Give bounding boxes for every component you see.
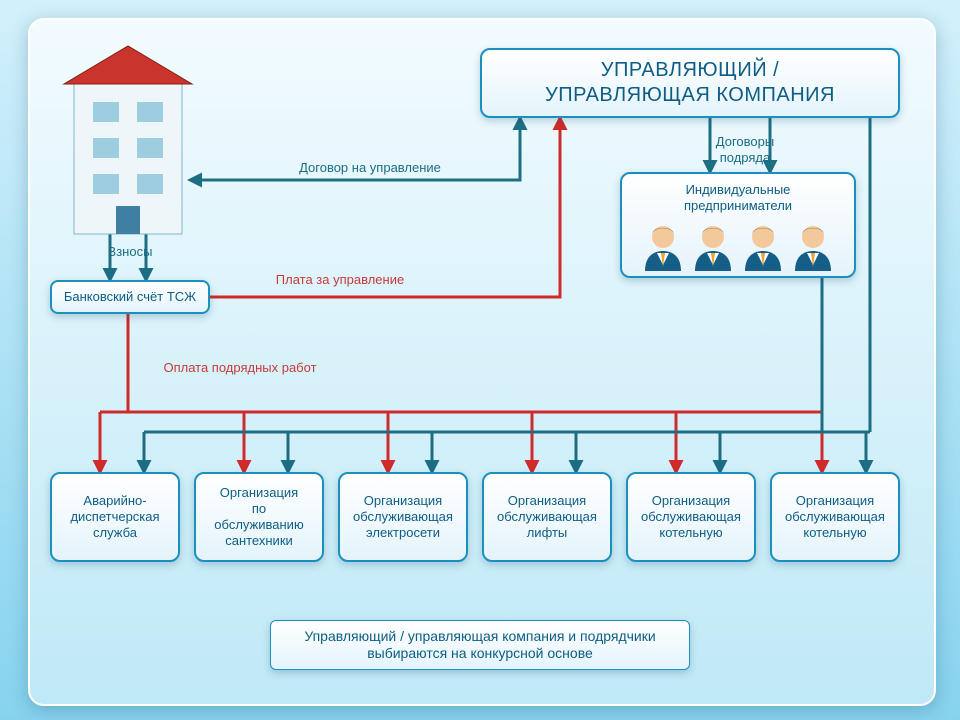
label-vznosy: Взносы [100,244,160,260]
label-plata: Плата за управление [250,272,430,288]
node-org6: Организация обслуживающая котельную [770,472,900,562]
person-icon [691,221,735,271]
node-manager: УПРАВЛЯЮЩИЙ / УПРАВЛЯЮЩАЯ КОМПАНИЯ [480,48,900,118]
node-caption: Управляющий / управляющая компания и под… [270,620,690,670]
node-org3-label: Организация обслуживающая электросети [353,493,453,542]
node-org2: Организация по обслуживанию сантехники [194,472,324,562]
node-bank-label: Банковский счёт ТСЖ [64,289,196,305]
node-org5-label: Организация обслуживающая котельную [641,493,741,542]
label-dogovory: Договоры подряда [680,134,810,165]
label-oplata: Оплата подрядных работ [130,360,350,376]
node-org6-label: Организация обслуживающая котельную [785,493,885,542]
node-org4: Организация обслуживающая лифты [482,472,612,562]
people-row [641,221,835,271]
node-entrepreneurs: Индивидуальные предприниматели [620,172,856,278]
node-org3: Организация обслуживающая электросети [338,472,468,562]
node-bank: Банковский счёт ТСЖ [50,280,210,314]
node-org2-label: Организация по обслуживанию сантехники [214,485,303,550]
diagram-stage: УПРАВЛЯЮЩИЙ / УПРАВЛЯЮЩАЯ КОМПАНИЯ Индиви… [0,0,960,720]
person-icon [641,221,685,271]
node-org1: Аварийно- диспетчерская служба [50,472,180,562]
node-org1-label: Аварийно- диспетчерская служба [70,493,159,542]
person-icon [741,221,785,271]
node-entrepreneurs-label: Индивидуальные предприниматели [684,182,792,215]
node-manager-label: УПРАВЛЯЮЩИЙ / УПРАВЛЯЮЩАЯ КОМПАНИЯ [545,58,835,108]
person-icon [791,221,835,271]
label-dogovor: Договор на управление [280,160,460,176]
node-org5: Организация обслуживающая котельную [626,472,756,562]
node-org4-label: Организация обслуживающая лифты [497,493,597,542]
node-caption-label: Управляющий / управляющая компания и под… [304,628,655,663]
